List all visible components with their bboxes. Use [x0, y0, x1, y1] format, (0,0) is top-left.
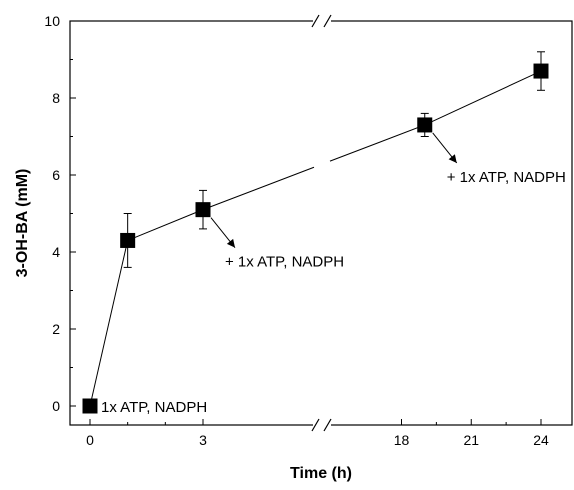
x-tick-label: 21 — [463, 432, 479, 448]
y-tick-label: 0 — [52, 398, 60, 414]
data-point — [417, 117, 433, 133]
x-tick-label: 24 — [533, 432, 549, 448]
series-line — [127, 209, 204, 241]
y-tick-label: 6 — [52, 167, 60, 183]
data-point — [195, 202, 211, 218]
y-axis-title: 3-OH-BA (mM) — [14, 169, 31, 278]
x-axis-break-bottom — [311, 418, 332, 432]
x-tick-label: 18 — [394, 432, 410, 448]
annotation-arrow-head — [448, 154, 457, 163]
annotation-label: + 1x ATP, NADPH — [447, 169, 566, 186]
annotation-label: 1x ATP, NADPH — [101, 399, 207, 416]
y-tick-label: 2 — [52, 321, 60, 337]
data-point — [533, 63, 549, 79]
annotation-label: + 1x ATP, NADPH — [225, 254, 344, 271]
annotation-arrow-head — [226, 238, 235, 248]
x-tick-label: 0 — [86, 432, 94, 448]
series-line — [424, 70, 542, 126]
y-tick-label: 10 — [44, 13, 60, 29]
plot-frame — [69, 20, 573, 426]
series-line — [202, 166, 315, 211]
data-point — [82, 398, 98, 414]
series-line — [89, 240, 129, 407]
y-tick-label: 4 — [52, 244, 60, 260]
data-point — [120, 232, 136, 248]
y-tick-label: 8 — [52, 90, 60, 106]
x-tick-label: 3 — [199, 432, 207, 448]
x-axis-title: Time (h) — [290, 465, 352, 482]
series-line — [329, 124, 425, 162]
x-axis-break-top — [311, 14, 332, 28]
